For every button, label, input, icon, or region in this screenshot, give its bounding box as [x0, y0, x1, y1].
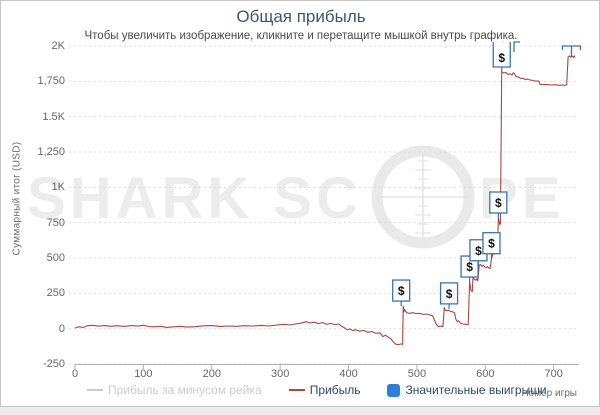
gridlines — [69, 45, 579, 365]
x-axis-tick-label: 300 — [270, 368, 290, 380]
dollar-icon: $ — [466, 260, 473, 274]
dollar-icon: $ — [488, 237, 495, 251]
dollar-icon: $ — [498, 51, 505, 65]
y-axis-tick-label: -250 — [42, 358, 65, 370]
dollar-icon: $ — [446, 287, 453, 301]
legend-item-label: Прибыль за минусом рейка — [108, 383, 262, 397]
profit-series-swatch — [288, 389, 305, 391]
y-axis-tick-label: 1.5K — [42, 110, 65, 123]
win-marker[interactable]: $$ — [492, 41, 511, 73]
legend-item-wins[interactable]: Значительные выигрыши — [387, 383, 547, 397]
legend-item-label: Прибыль — [309, 383, 361, 397]
y-axis-tick-label: 1,250 — [37, 146, 65, 158]
y-axis-tick-label: 750 — [46, 216, 65, 229]
significant-win-markers: $$$$$$$$ — [392, 41, 582, 309]
y-axis-tick-label: 0 — [58, 322, 65, 335]
legend-item-rake[interactable]: Прибыль за минусом рейка — [87, 383, 262, 397]
dollar-icon: $ — [398, 284, 405, 298]
win-marker[interactable]: $ — [489, 191, 508, 219]
x-axis — [74, 364, 579, 369]
chart-subtitle: Чтобы увеличить изображение, кликните и … — [84, 30, 518, 42]
wins-series-swatch — [387, 383, 401, 397]
y-axis-tick-label: 250 — [46, 287, 65, 300]
x-axis-tick-label: 200 — [202, 368, 221, 380]
sharkscope-watermark: SHARK SC PE — [27, 145, 560, 249]
win-marker[interactable]: $ — [392, 279, 411, 307]
x-axis-tick-label: 0 — [71, 368, 79, 380]
x-axis-tick-label: 500 — [407, 368, 427, 380]
profit-line-series — [74, 55, 576, 346]
y-axis-tick-label: 2K — [51, 40, 65, 52]
legend-item-profit[interactable]: Прибыль — [288, 383, 361, 397]
rake-series-swatch — [87, 389, 103, 391]
y-axis-tick-label: 500 — [46, 252, 65, 264]
x-axis-tick-label: 100 — [134, 368, 153, 380]
dollar-icon: $ — [475, 244, 482, 258]
y-axis-tick-label: 1,750 — [37, 75, 65, 88]
win-marker[interactable] — [561, 45, 582, 58]
win-marker[interactable]: $ — [482, 232, 501, 259]
x-axis-title: Номер игры — [521, 388, 577, 399]
x-axis-tick-label: 700 — [544, 368, 563, 380]
x-axis-tick-label: 600 — [476, 368, 495, 380]
y-axis-tick-label: 1K — [51, 181, 65, 194]
chart-title: Общая прибыль — [236, 7, 366, 26]
dollar-icon: $ — [495, 196, 502, 210]
win-marker[interactable]: $ — [439, 282, 459, 309]
win-marker[interactable] — [513, 41, 521, 52]
watermark-text-left: SHARK SC — [27, 166, 362, 231]
x-axis-tick-label: 400 — [339, 368, 358, 380]
legend-item-label: Значительные выигрыши — [405, 383, 547, 397]
scope-logo-icon — [371, 145, 475, 249]
chart-legend: Прибыль за минусом рейка Прибыль Значите… — [87, 383, 547, 397]
